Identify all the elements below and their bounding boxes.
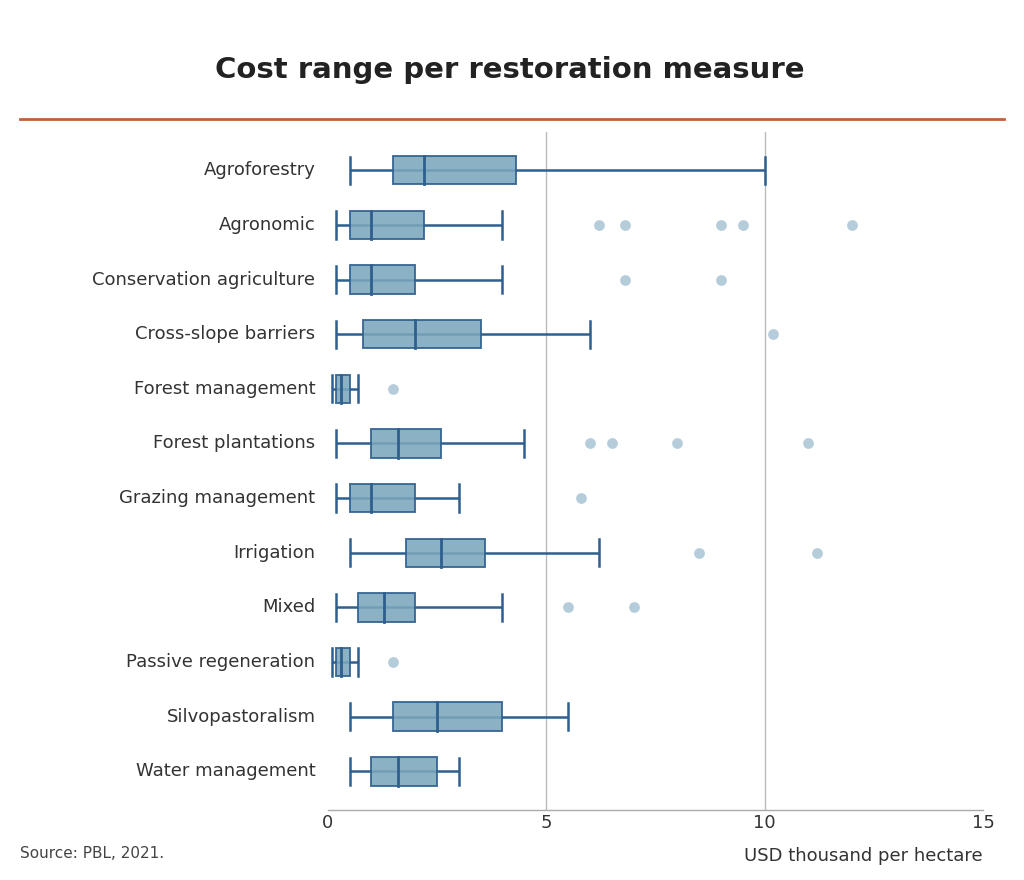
Text: Water management: Water management [135,762,315,781]
Point [669,436,685,451]
Text: Cost range per restoration measure: Cost range per restoration measure [215,56,805,84]
Point [582,436,598,451]
Bar [372,757,437,786]
Point [800,436,816,451]
Point [844,218,860,232]
Point [616,218,633,232]
Point [591,218,607,232]
Point [713,273,729,287]
Text: Mixed: Mixed [262,598,315,616]
Point [603,436,620,451]
Bar [358,593,415,621]
Bar [349,210,424,239]
Bar [337,648,349,676]
Bar [362,320,480,348]
Point [616,273,633,287]
Bar [372,429,441,458]
Bar [407,539,485,567]
Text: Passive regeneration: Passive regeneration [126,653,315,671]
Bar [349,484,415,512]
Text: Forest management: Forest management [134,380,315,398]
Text: Irrigation: Irrigation [233,544,315,561]
Text: USD thousand per hectare: USD thousand per hectare [744,847,983,865]
Bar [337,375,349,403]
Text: Agronomic: Agronomic [219,216,315,234]
Text: Conservation agriculture: Conservation agriculture [92,270,315,289]
Text: Grazing management: Grazing management [119,489,315,507]
Text: Agroforestry: Agroforestry [204,161,315,180]
Text: Silvopastoralism: Silvopastoralism [166,708,315,726]
Point [713,218,729,232]
Text: Source: PBL, 2021.: Source: PBL, 2021. [20,846,165,861]
Point [809,546,825,560]
Point [691,546,708,560]
Text: FIGURE 3.5: FIGURE 3.5 [44,61,166,80]
Bar [349,266,415,294]
Point [385,382,401,396]
Point [734,218,751,232]
Text: Forest plantations: Forest plantations [154,435,315,452]
Text: Cross-slope barriers: Cross-slope barriers [135,326,315,343]
Bar [393,702,503,731]
Point [572,491,589,505]
Point [626,600,642,614]
Point [385,655,401,669]
Point [765,327,781,341]
Point [560,600,577,614]
Bar [393,156,515,185]
